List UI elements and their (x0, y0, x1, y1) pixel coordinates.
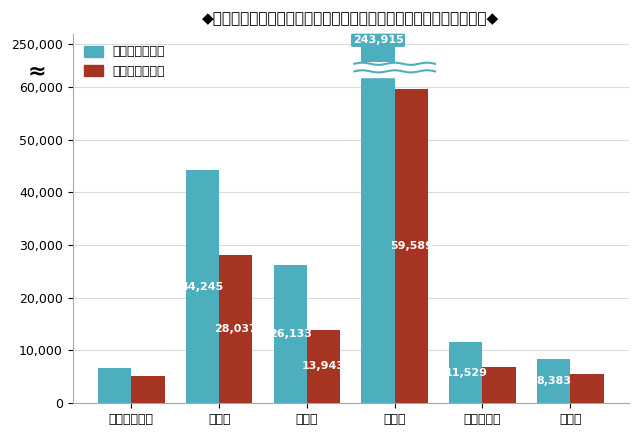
Bar (395, 89, 428, 403)
Bar (355, 58, 435, 77)
Bar (449, 343, 483, 403)
Bar (186, 170, 219, 403)
Text: 11,529: 11,529 (444, 368, 487, 378)
Bar (219, 255, 253, 403)
Text: 26,133: 26,133 (269, 329, 312, 339)
Text: 5,601: 5,601 (572, 361, 602, 371)
Text: 44,245: 44,245 (181, 281, 224, 291)
Text: 6,662: 6,662 (99, 356, 130, 366)
Legend: 志願者数（人）, 合格者数（人）: 志願者数（人）, 合格者数（人） (79, 41, 170, 83)
Text: 5,223: 5,223 (132, 364, 163, 374)
Title: ◆私立大の地区別・公募制推薦志願者・合格者状況（２０１９年度）◆: ◆私立大の地区別・公募制推薦志願者・合格者状況（２０１９年度）◆ (202, 11, 499, 26)
Bar (362, 47, 395, 62)
Bar (98, 368, 131, 403)
Bar (537, 359, 570, 403)
Text: 13,943: 13,943 (302, 361, 345, 371)
Bar (570, 374, 604, 403)
Text: 59,589: 59,589 (390, 241, 433, 251)
Text: ≈: ≈ (28, 61, 46, 81)
Text: 8,383: 8,383 (536, 376, 571, 386)
Text: 28,037: 28,037 (214, 324, 257, 334)
Text: 243,915: 243,915 (353, 35, 403, 45)
Bar (131, 376, 164, 403)
Bar (483, 367, 516, 403)
Bar (362, 47, 395, 403)
Bar (307, 329, 340, 403)
Text: 6,833: 6,833 (484, 355, 515, 365)
Bar (273, 265, 307, 403)
